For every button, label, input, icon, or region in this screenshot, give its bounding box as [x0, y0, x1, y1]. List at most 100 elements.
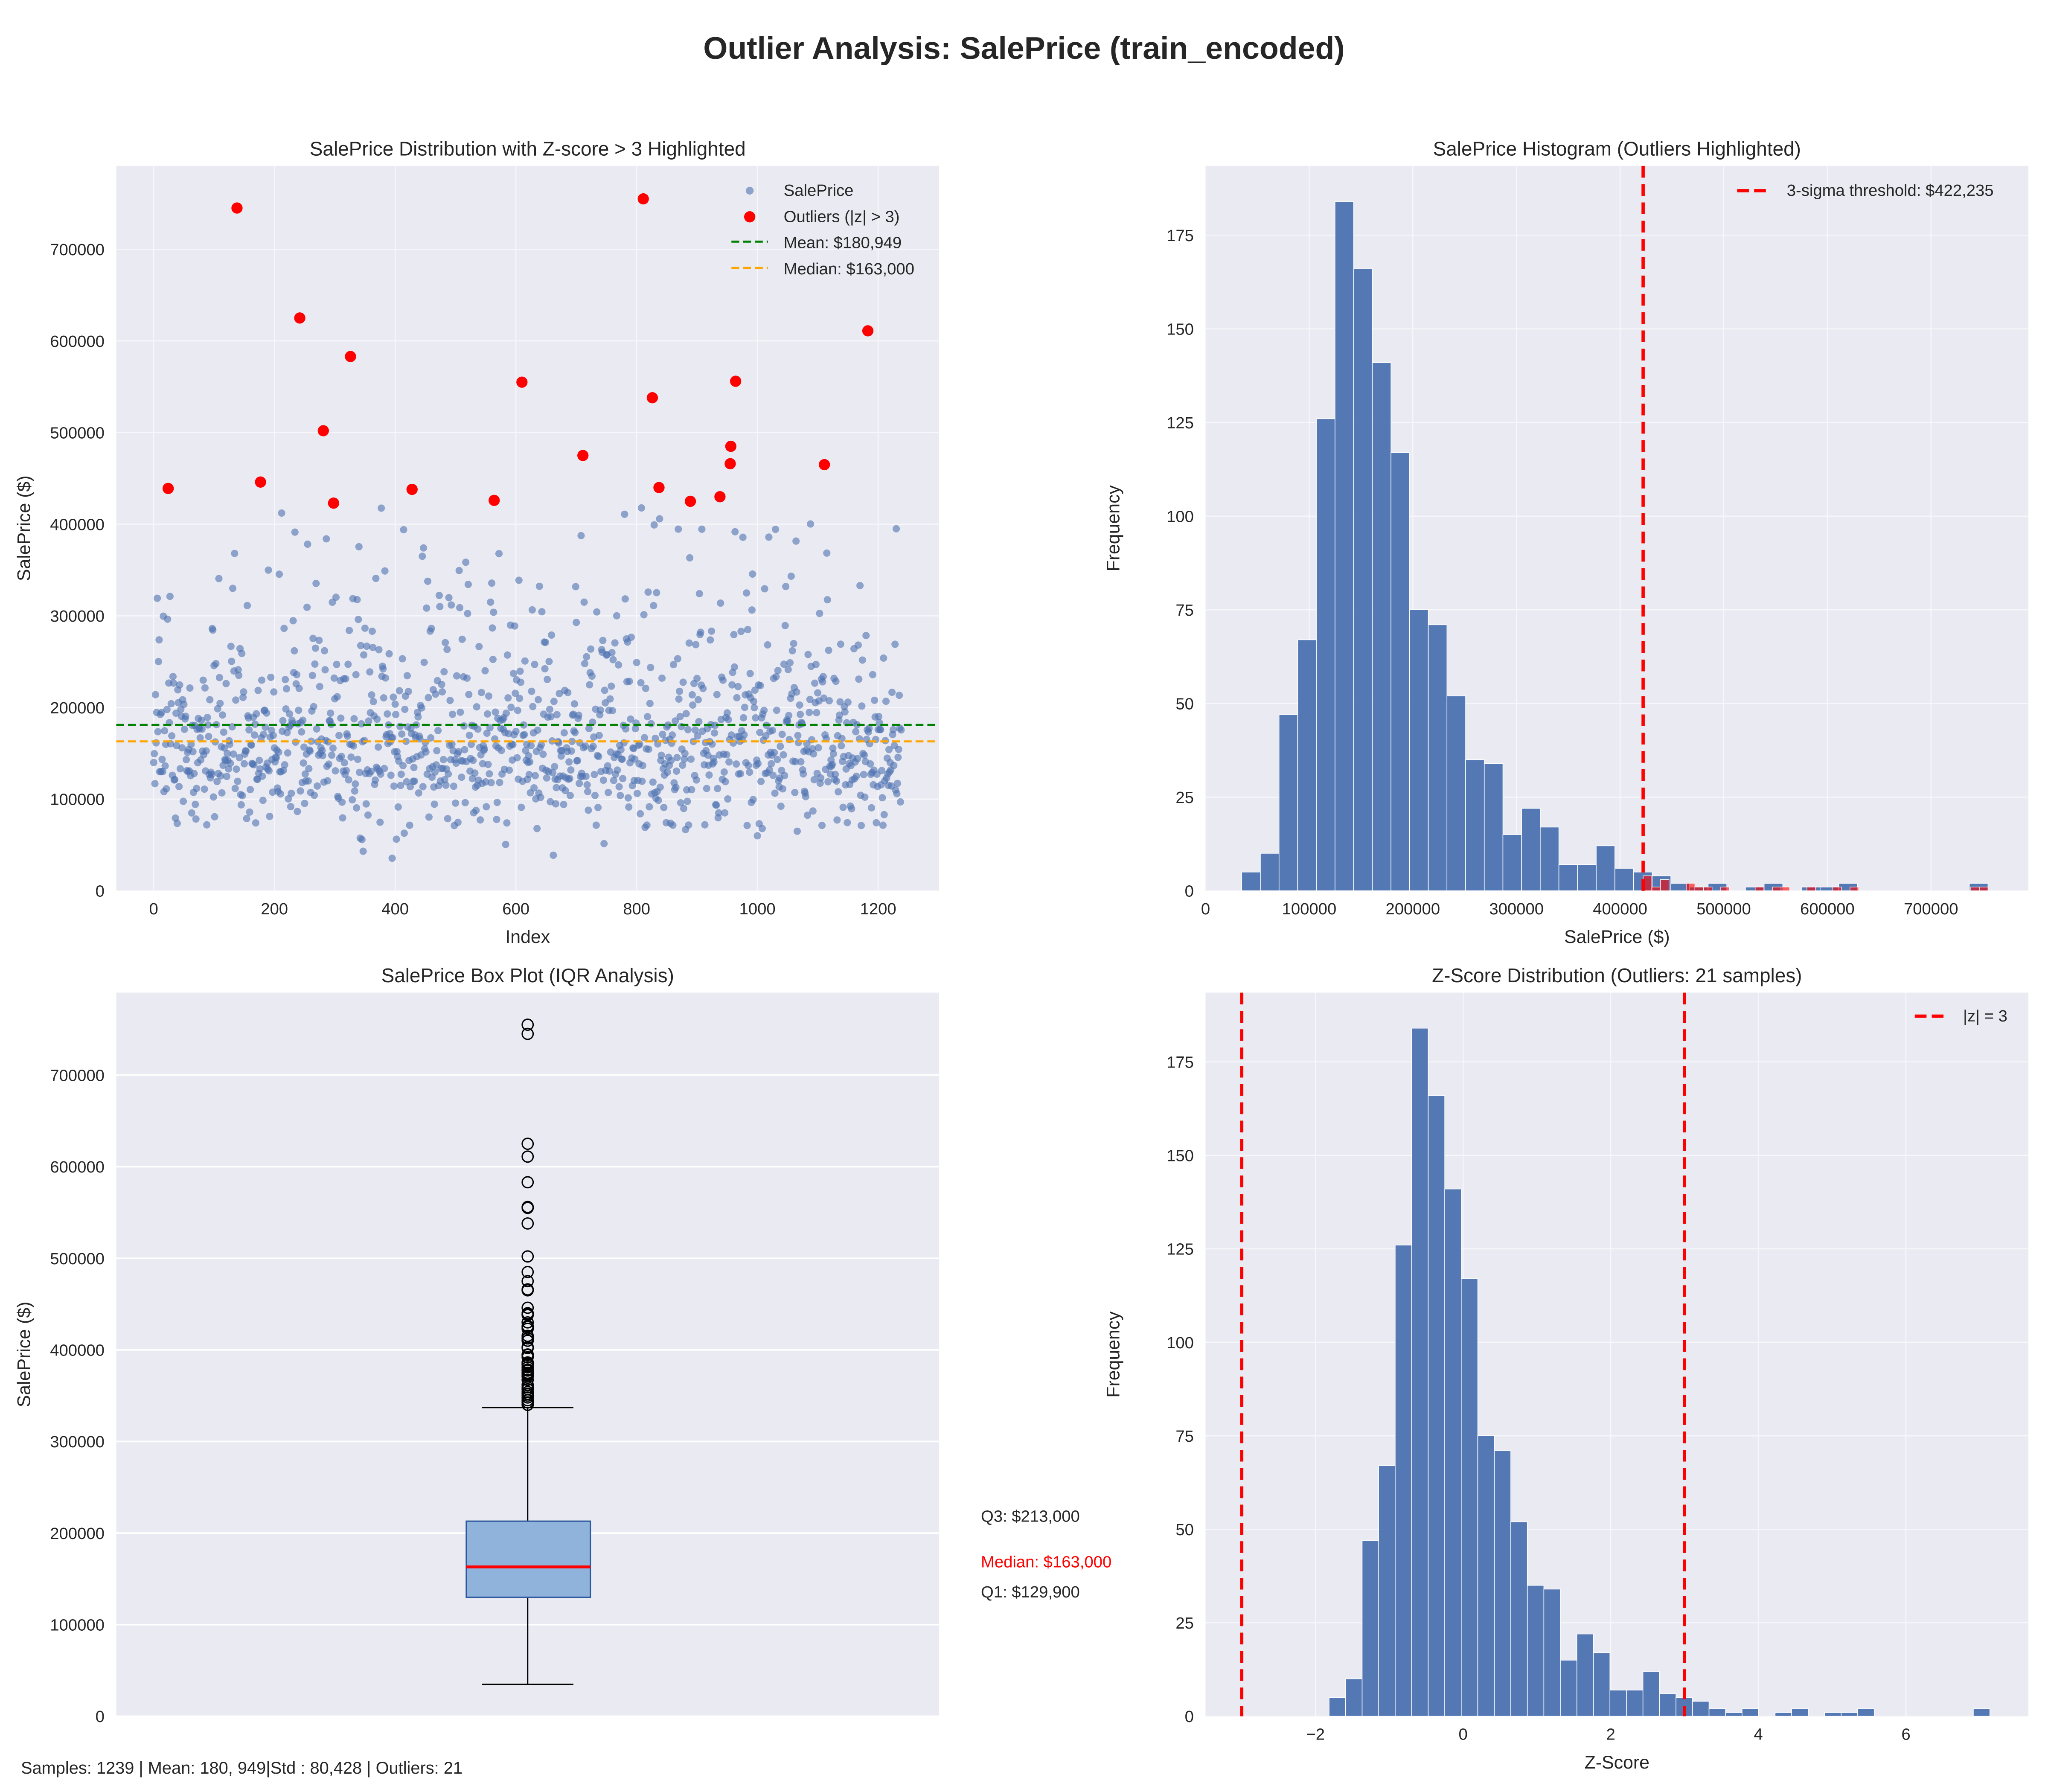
scatter-point	[526, 758, 534, 766]
scatter-point	[400, 526, 407, 534]
y-tick-label: 100	[1167, 508, 1194, 526]
scatter-point	[824, 778, 832, 785]
scatter-point	[192, 815, 200, 823]
scatter-point	[398, 730, 406, 738]
scatter-point	[840, 753, 848, 760]
scatter-point	[360, 651, 368, 659]
scatter-point	[216, 699, 224, 707]
outlier-point	[653, 482, 665, 493]
scatter-point	[516, 695, 524, 702]
scatter-point	[640, 611, 648, 619]
outlier-histogram-bar	[1979, 887, 1988, 891]
scatter-point	[464, 581, 472, 588]
scatter-point	[652, 794, 660, 802]
scatter-point	[513, 754, 521, 762]
scatter-point	[465, 691, 473, 698]
scatter-point	[161, 727, 169, 735]
scatter-point	[721, 809, 729, 817]
scatter-point	[251, 720, 259, 728]
scatter-point	[627, 715, 634, 723]
histogram-bar	[1461, 1278, 1478, 1717]
flier-point	[521, 1018, 534, 1031]
scatter-point	[771, 526, 780, 533]
scatter-point	[186, 767, 193, 775]
scatter-point	[890, 762, 898, 769]
scatter-point	[591, 771, 598, 778]
scatter-point	[470, 722, 478, 730]
scatter-point	[500, 765, 508, 773]
scatter-point	[321, 666, 329, 674]
scatter-point	[367, 709, 374, 717]
scatter-point	[326, 717, 333, 724]
scatter-point	[504, 694, 512, 702]
scatter-point	[194, 759, 202, 767]
flier-point	[521, 1150, 534, 1163]
scatter-point	[358, 720, 365, 728]
x-tick-label: −2	[1306, 1725, 1325, 1744]
scatter-point	[224, 750, 231, 757]
scatter-point	[275, 570, 283, 578]
scatter-point	[512, 689, 519, 697]
scatter-point	[581, 660, 589, 667]
scatter-point	[694, 696, 702, 704]
scatter-point	[438, 688, 446, 696]
scatter-point	[164, 615, 172, 623]
scatter-point	[358, 836, 366, 844]
scatter-point	[270, 688, 278, 696]
scatter-point	[403, 778, 410, 785]
flier-point	[521, 1137, 534, 1150]
outlier-point	[724, 458, 736, 470]
scatter-point	[276, 768, 284, 776]
scatter-point	[516, 667, 524, 675]
scatter-point	[259, 797, 267, 804]
scatter-point	[525, 752, 532, 760]
scatter-point	[807, 520, 815, 528]
scatter-point	[724, 795, 732, 803]
scatter-point	[560, 800, 567, 809]
scatter-point	[750, 698, 758, 705]
scatter-point	[775, 777, 783, 785]
scatter-point	[652, 734, 659, 742]
histogram-bar	[1335, 201, 1354, 891]
scatter-point	[688, 691, 696, 698]
scatter-point	[557, 752, 565, 760]
scatter-point	[328, 751, 336, 759]
scatter-point	[208, 625, 216, 632]
scatter-point	[268, 726, 275, 734]
figure-title: Outlier Analysis: SalePrice (train_encod…	[703, 30, 1345, 66]
scatter-point	[354, 756, 361, 763]
scatter-point	[835, 788, 842, 796]
scatter-point	[781, 622, 789, 629]
scatter-point	[585, 724, 593, 733]
scatter-point	[838, 742, 845, 750]
scatter-point	[237, 791, 244, 798]
histogram-bar	[1659, 1693, 1676, 1717]
flier-point	[521, 1283, 534, 1296]
scatter-point	[771, 789, 779, 797]
histogram-bar	[1708, 1708, 1726, 1717]
scatter-point	[209, 793, 217, 801]
scatter-point	[578, 769, 585, 777]
scatter-point	[176, 765, 184, 773]
x-tick-label: 0	[1459, 1725, 1468, 1744]
scatter-point	[793, 827, 801, 835]
outlier-point	[819, 459, 830, 471]
scatter-point	[467, 755, 474, 762]
outlier-histogram-bar	[1780, 887, 1790, 891]
q1-annotation: Q1: $129,900	[981, 1583, 1080, 1601]
x-tick-label: 1200	[860, 900, 896, 918]
scatter-point	[488, 579, 496, 587]
scatter-point	[357, 642, 365, 649]
scatter-point	[236, 754, 243, 762]
scatter-point	[175, 783, 183, 791]
scatter-point	[486, 770, 493, 778]
scatter-point	[378, 672, 386, 680]
scatter-point	[628, 754, 636, 762]
outlier-point	[345, 351, 356, 362]
scatter-point	[550, 698, 558, 705]
panel-title: SalePrice Box Plot (IQR Analysis)	[381, 964, 674, 986]
y-tick-label: 150	[1167, 320, 1194, 338]
scatter-point	[685, 821, 692, 829]
scatter-point	[222, 680, 230, 687]
outlier-histogram-bar	[1720, 887, 1730, 891]
